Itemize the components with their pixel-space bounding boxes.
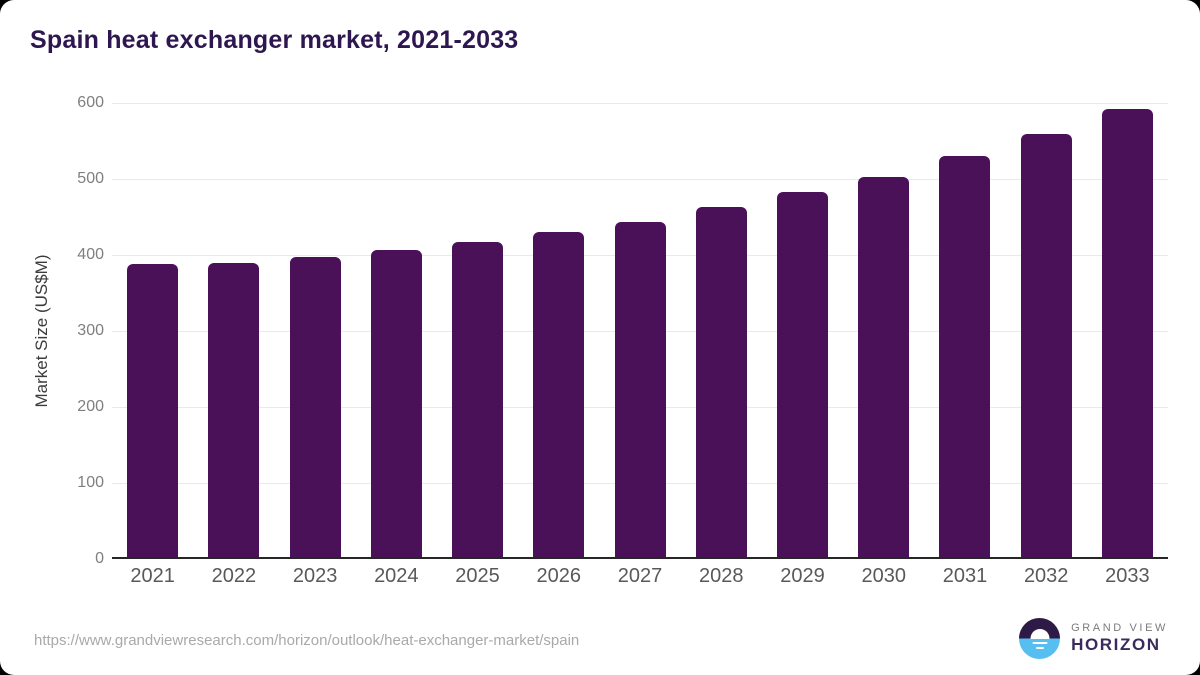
x-tick-label-2025: 2025 (455, 565, 500, 587)
y-tick-label-500: 500 (77, 170, 104, 187)
bar-2026 (533, 231, 585, 557)
chart-title: Spain heat exchanger market, 2021-2033 (30, 26, 519, 54)
bar-2023 (289, 256, 341, 557)
x-tick-label-2030: 2030 (861, 565, 906, 587)
bar-2031 (939, 155, 991, 557)
horizon-line-1 (1032, 641, 1048, 645)
bar-slot-2021 (112, 103, 193, 557)
bars-container (112, 103, 1168, 557)
bar-2032 (1020, 133, 1072, 557)
horizon-line-2 (1035, 646, 1044, 650)
bar-2029 (776, 192, 828, 557)
bar-slot-2032 (1006, 103, 1087, 557)
x-tick-label-2027: 2027 (617, 565, 663, 587)
y-tick-label-600: 600 (77, 94, 104, 111)
x-axis-tick-labels: 2021 2022 2023 2024 2025 2026 2027 2028 2029 2030… (112, 565, 1168, 588)
bar-slot-2033 (1087, 103, 1168, 557)
logo-text: GRAND VIEW HORIZON (1071, 622, 1168, 655)
bar-2027 (614, 221, 666, 557)
y-tick-label-300: 300 (77, 322, 104, 339)
grand-view-horizon-logo: GRAND VIEW HORIZON (1019, 618, 1168, 659)
bar-slot-2029 (762, 103, 843, 557)
x-tick-label-2031: 2031 (942, 565, 988, 587)
y-tick-label-100: 100 (77, 474, 104, 491)
bar-2028 (695, 207, 747, 557)
y-tick-label-400: 400 (77, 246, 104, 263)
plot-area (112, 103, 1168, 559)
x-tick-label-2033: 2033 (1105, 565, 1150, 587)
bar-2021 (127, 263, 179, 557)
x-tick-label-2028: 2028 (699, 565, 744, 587)
bar-slot-2028 (681, 103, 762, 557)
bar-2022 (208, 262, 260, 557)
logo-brand-top: GRAND VIEW (1071, 622, 1168, 634)
gridline-500 (112, 179, 1168, 180)
x-tick-label-2026: 2026 (536, 565, 582, 587)
bar-slot-2030 (843, 103, 924, 557)
bar-slot-2025 (437, 103, 518, 557)
y-axis-tick-labels: 0 100 200 300 400 500 600 (0, 94, 104, 567)
y-tick-label-0: 0 (95, 550, 104, 567)
x-tick-label-2029: 2029 (780, 565, 825, 587)
bar-slot-2027 (599, 103, 680, 557)
bar-slot-2022 (193, 103, 274, 557)
bar-2030 (858, 177, 910, 557)
bar-2024 (370, 249, 422, 557)
bar-2025 (452, 242, 504, 557)
x-tick-label-2021: 2021 (130, 565, 175, 587)
bar-2033 (1101, 108, 1153, 557)
horizon-sun-icon (1019, 618, 1061, 659)
x-tick-label-2032: 2032 (1023, 565, 1069, 587)
y-tick-label-200: 200 (77, 398, 104, 415)
gridline-600 (112, 103, 1168, 104)
bar-slot-2026 (518, 103, 599, 557)
x-tick-label-2022: 2022 (211, 565, 257, 587)
x-tick-label-2024: 2024 (374, 565, 419, 587)
x-tick-label-2023: 2023 (292, 565, 338, 587)
bar-slot-2023 (274, 103, 355, 557)
bar-slot-2031 (924, 103, 1005, 557)
source-url: https://www.grandviewresearch.com/horizo… (34, 632, 580, 649)
bar-slot-2024 (356, 103, 437, 557)
logo-brand-bottom: HORIZON (1071, 635, 1161, 654)
sun-dome-shape (1030, 629, 1050, 639)
